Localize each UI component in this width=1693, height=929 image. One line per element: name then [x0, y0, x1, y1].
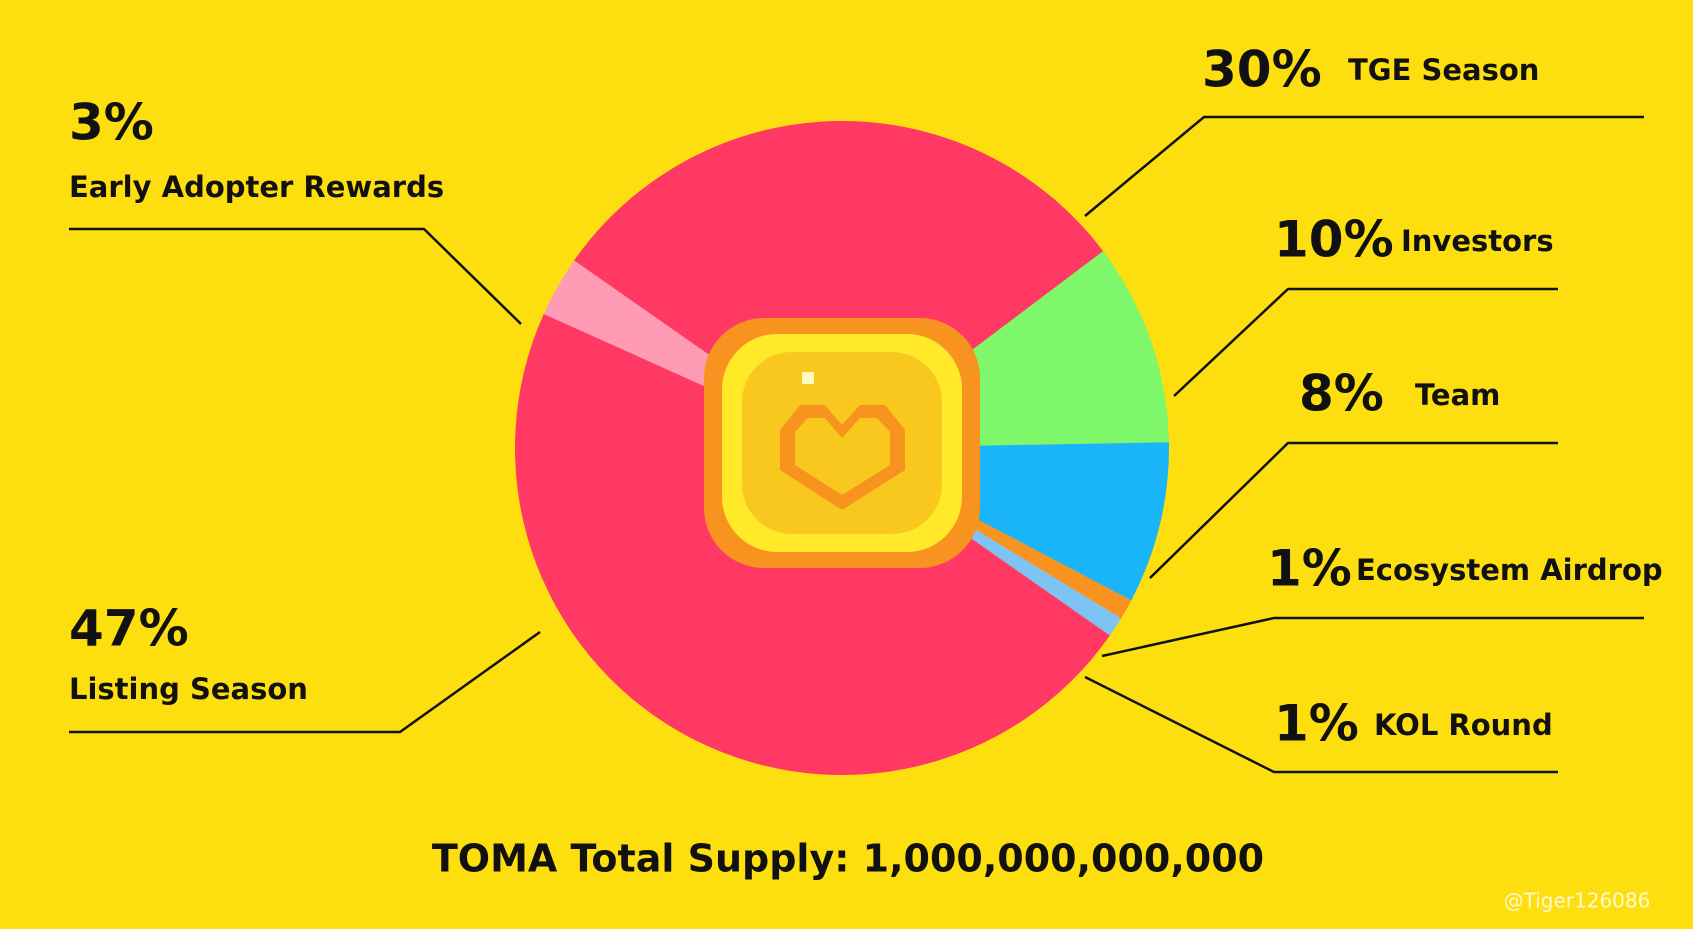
leader-line — [1149, 441, 1558, 579]
leader-line — [1084, 675, 1558, 774]
value-label: 3% — [69, 94, 154, 152]
coin-icon — [704, 318, 980, 568]
leader-line — [69, 630, 541, 734]
value-label: 30% — [1202, 41, 1322, 99]
value-label: 8% — [1299, 365, 1384, 423]
category-label: Ecosystem Airdrop — [1356, 553, 1663, 587]
leader-line — [1173, 287, 1558, 397]
value-label: 1% — [1267, 540, 1352, 598]
category-label: Early Adopter Rewards — [69, 170, 444, 204]
category-label: Team — [1415, 378, 1500, 412]
watermark: @Tiger126086 — [1504, 889, 1651, 913]
chart-title: TOMA Total Supply: 1,000,000,000,000 — [432, 837, 1264, 881]
category-label: Listing Season — [69, 672, 308, 706]
value-label: 47% — [69, 600, 189, 658]
leader-line — [1101, 616, 1644, 658]
category-label: TGE Season — [1348, 53, 1539, 87]
category-label: Investors — [1401, 224, 1554, 258]
pie-slice — [574, 120, 1104, 448]
value-label: 1% — [1274, 695, 1359, 753]
value-label: 10% — [1274, 211, 1394, 269]
category-label: KOL Round — [1374, 708, 1553, 742]
leader-line — [1084, 115, 1644, 217]
leader-line — [69, 227, 522, 325]
